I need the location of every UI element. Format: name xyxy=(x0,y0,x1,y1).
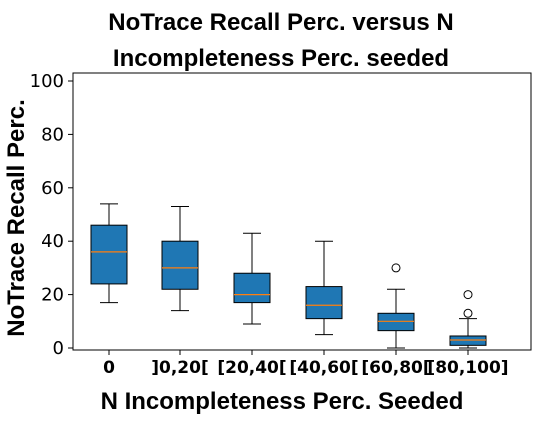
y-tick-label: 40 xyxy=(41,231,64,252)
x-tick-label: [60,80[ xyxy=(361,358,430,378)
x-tick-label: 0 xyxy=(103,358,115,378)
box-5 xyxy=(449,290,487,349)
box-series xyxy=(90,203,487,349)
outlier-point xyxy=(391,263,401,273)
y-tick-label: 60 xyxy=(41,178,64,199)
y-tick-label: 80 xyxy=(41,124,64,145)
x-axis-ticks: 0 ]0,20[ [20,40[[40,60[[60,80[[80,100] xyxy=(103,350,509,378)
chart-title-line-1: NoTrace Recall Perc. versus N xyxy=(108,9,454,36)
x-tick-label: [80,100] xyxy=(427,358,508,378)
box-2 xyxy=(233,232,271,325)
box-1 xyxy=(161,205,199,312)
outlier-point xyxy=(463,308,473,318)
y-axis-ticks: 0 20 40 60 80 100 xyxy=(30,71,73,359)
box-body xyxy=(161,240,199,290)
x-tick-label: [20,40[ xyxy=(217,358,286,378)
box-body xyxy=(449,335,487,346)
box-body xyxy=(233,272,271,304)
x-tick-label: [40,60[ xyxy=(289,358,358,378)
box-body xyxy=(305,286,343,320)
box-0 xyxy=(90,203,128,304)
outlier-point xyxy=(463,290,473,300)
plot-area-frame xyxy=(72,72,532,351)
box-4 xyxy=(377,263,415,349)
chart-title-line-2: Incompleteness Perc. seeded xyxy=(113,45,449,72)
box-body xyxy=(377,312,415,332)
y-tick-label: 0 xyxy=(53,338,64,359)
box-body xyxy=(90,224,128,285)
y-axis-label: NoTrace Recall Perc. xyxy=(3,99,30,336)
box-3 xyxy=(305,240,343,336)
x-tick-label: ]0,20[ xyxy=(151,358,208,378)
y-tick-label: 100 xyxy=(30,71,64,92)
y-tick-label: 20 xyxy=(41,285,64,306)
x-axis-label: N Incompleteness Perc. Seeded xyxy=(101,388,464,415)
